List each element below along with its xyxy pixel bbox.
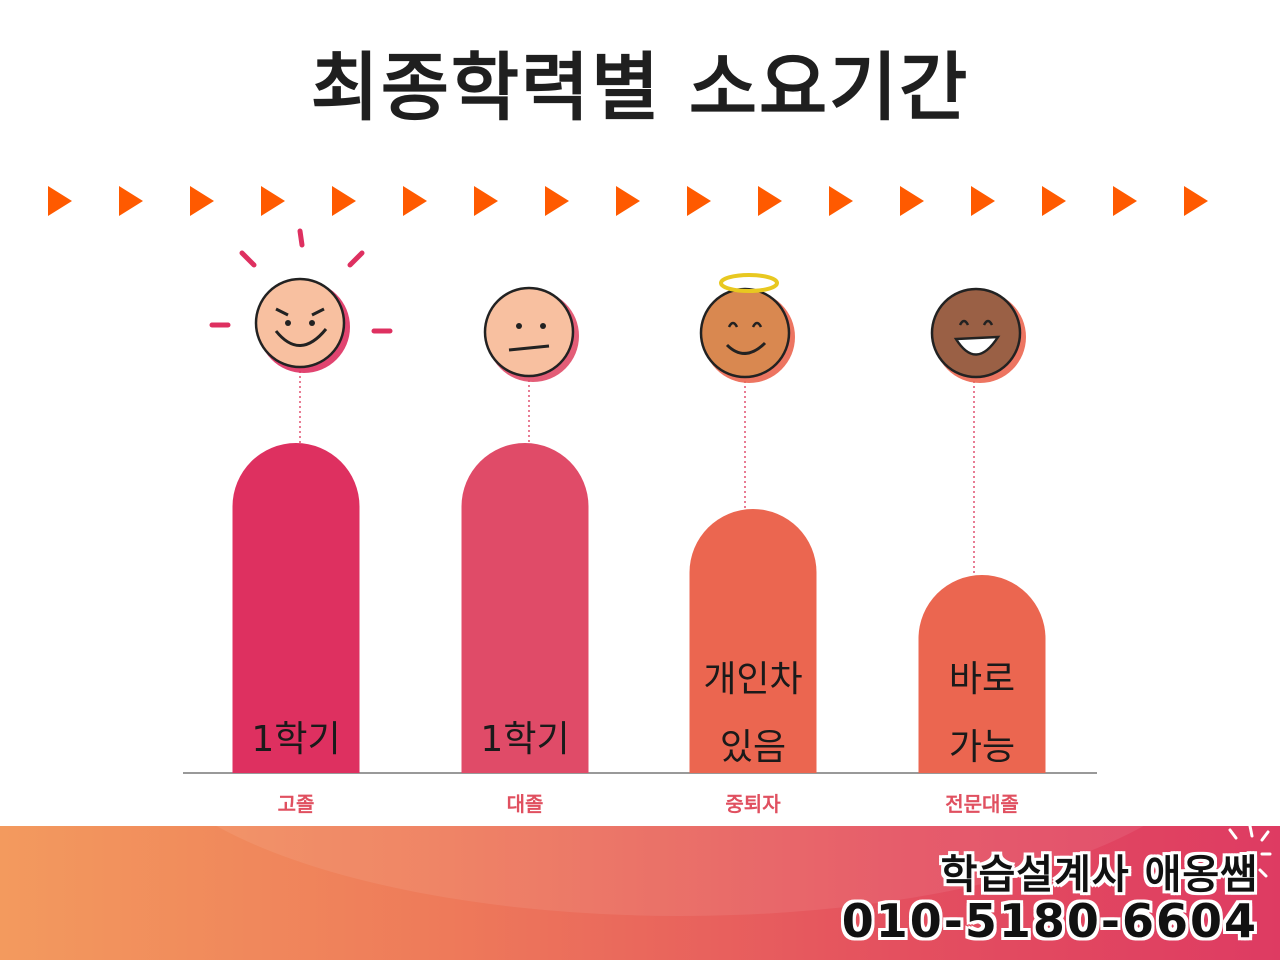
- arrow-icon: [616, 186, 640, 216]
- arrow-icon: [900, 186, 924, 216]
- bar-label: 1학기: [480, 719, 569, 760]
- halo-smiling-face-icon: [699, 273, 795, 383]
- arrow-icon: [332, 186, 356, 216]
- arrow-icon: [758, 186, 782, 216]
- arrow-icon: [119, 186, 143, 216]
- arrow-icon: [403, 186, 427, 216]
- arrow-divider: [0, 186, 1280, 226]
- neutral-face-icon: [483, 286, 579, 382]
- category-label: 대졸: [506, 792, 544, 816]
- category-label: 고졸: [277, 792, 315, 816]
- arrow-icon: [1184, 186, 1208, 216]
- contact-name: 학습설계사 애옹쌤: [940, 852, 1258, 898]
- bar-label: 바로: [949, 659, 1015, 700]
- arrow-icon: [829, 186, 853, 216]
- bar-label: 1학기: [251, 719, 340, 760]
- bar-label: 개인차: [703, 659, 802, 700]
- bar-1: [232, 443, 360, 773]
- bar-label: 가능: [949, 727, 1015, 768]
- page-title: 최종학력별 소요기간: [310, 45, 970, 131]
- footer-banner: [0, 826, 1280, 960]
- arrow-icon: [261, 186, 285, 216]
- bar-3: [689, 509, 817, 773]
- arrow-icon: [190, 186, 214, 216]
- category-label: 전문대졸: [945, 792, 1019, 816]
- category-label: 중퇴자: [725, 792, 781, 816]
- arrow-icon: [1113, 186, 1137, 216]
- arrow-icon: [474, 186, 498, 216]
- laughing-face-icon: [930, 287, 1026, 383]
- arrow-icon: [545, 186, 569, 216]
- arrow-icon: [1042, 186, 1066, 216]
- arrow-icon: [971, 186, 995, 216]
- bar-label: 있음: [720, 727, 786, 768]
- sparkle-icon: [1228, 824, 1272, 878]
- arrow-icon: [48, 186, 72, 216]
- bar-2: [461, 443, 589, 773]
- grinning-face-icon: [209, 228, 393, 373]
- arrow-icon: [687, 186, 711, 216]
- contact-phone: 010-5180-6604: [841, 894, 1258, 948]
- bar-4: [918, 575, 1046, 773]
